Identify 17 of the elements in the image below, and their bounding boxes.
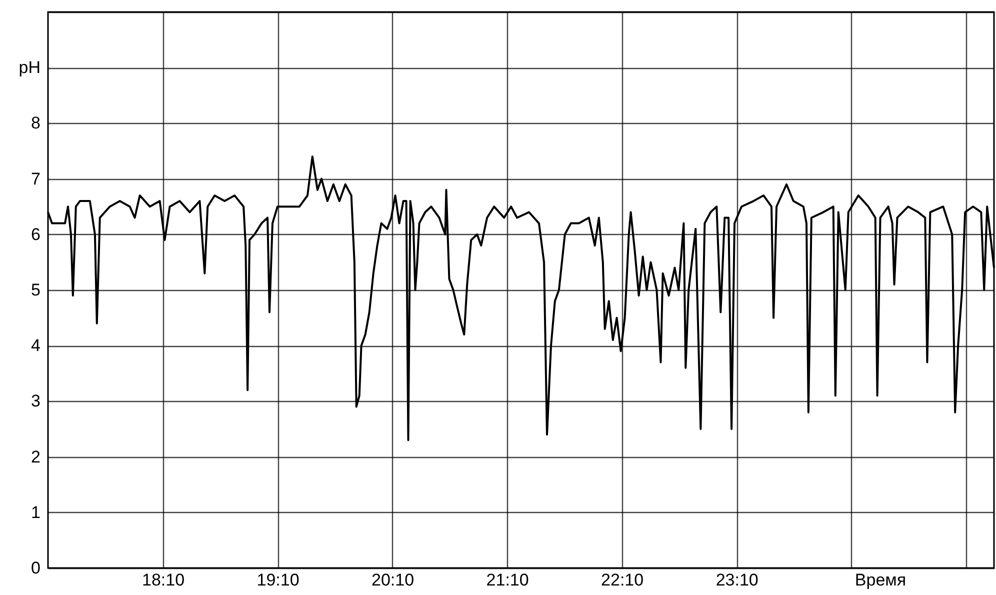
x-tick-label: 19:10 [256,570,300,590]
y-tick-label: pH [18,58,40,78]
y-tick-label: 6 [31,224,40,244]
y-tick-label: 3 [31,392,40,411]
y-tick-label: 4 [31,336,40,356]
x-axis-title: Время [854,570,906,590]
y-tick-label: 8 [31,114,40,133]
x-tick-label: 18:10 [142,570,185,590]
y-tick-label: 1 [31,502,40,522]
x-tick-label: 20:10 [372,570,414,590]
y-tick-label: 2 [31,447,40,466]
x-tick-label: 23:10 [716,570,758,590]
x-tick-label: 22:10 [601,570,644,590]
y-tick-label: 5 [31,280,40,300]
y-tick-label: 7 [31,169,40,188]
x-tick-label: 21:10 [486,570,529,590]
y-tick-label: 0 [31,558,40,578]
